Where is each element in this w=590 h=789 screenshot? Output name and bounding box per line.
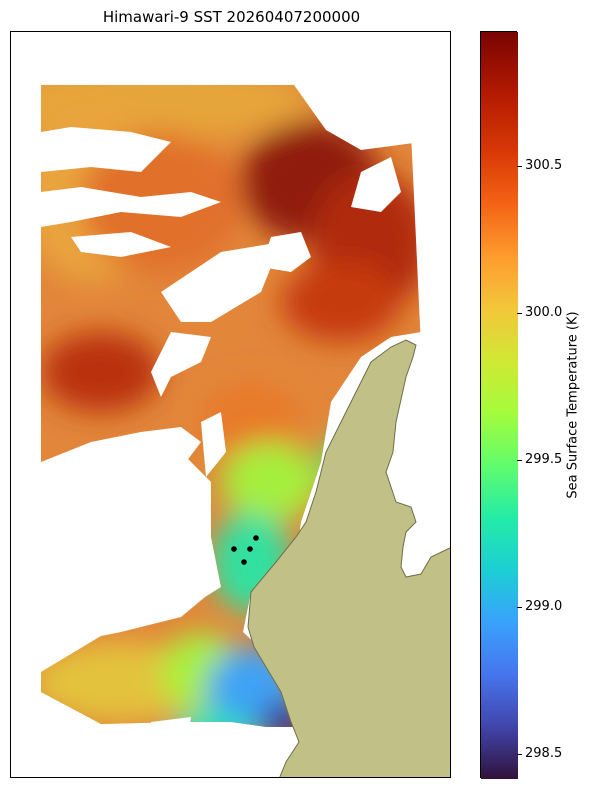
colorbar-tick-label: 300.5 [525, 158, 563, 173]
chart-title: Himawari-9 SST 20260407200000 [102, 8, 361, 26]
station-marker [241, 559, 247, 565]
station-markers [231, 535, 259, 565]
colorbar-tick [517, 754, 522, 755]
no-data-gaps [41, 127, 450, 777]
colorbar-label: Sea Surface Temperature (K) [565, 311, 581, 499]
colorbar-tick-label: 298.5 [525, 746, 563, 761]
colorbar-tick [517, 460, 522, 461]
station-marker [231, 546, 237, 552]
station-marker [253, 535, 259, 541]
station-marker [247, 546, 253, 552]
colorbar-tick-label: 299.0 [525, 599, 563, 614]
colorbar-gradient [481, 32, 518, 779]
colorbar-tick-label: 300.0 [525, 305, 563, 320]
colorbar-tick [517, 313, 522, 314]
colorbar-tick [517, 607, 522, 608]
map-panel [10, 31, 451, 778]
colorbar-tick [517, 166, 522, 167]
land-mass [247, 339, 450, 777]
colorbar-tick-label: 299.5 [525, 452, 563, 467]
colorbar [480, 31, 518, 779]
sst-map [41, 85, 450, 777]
